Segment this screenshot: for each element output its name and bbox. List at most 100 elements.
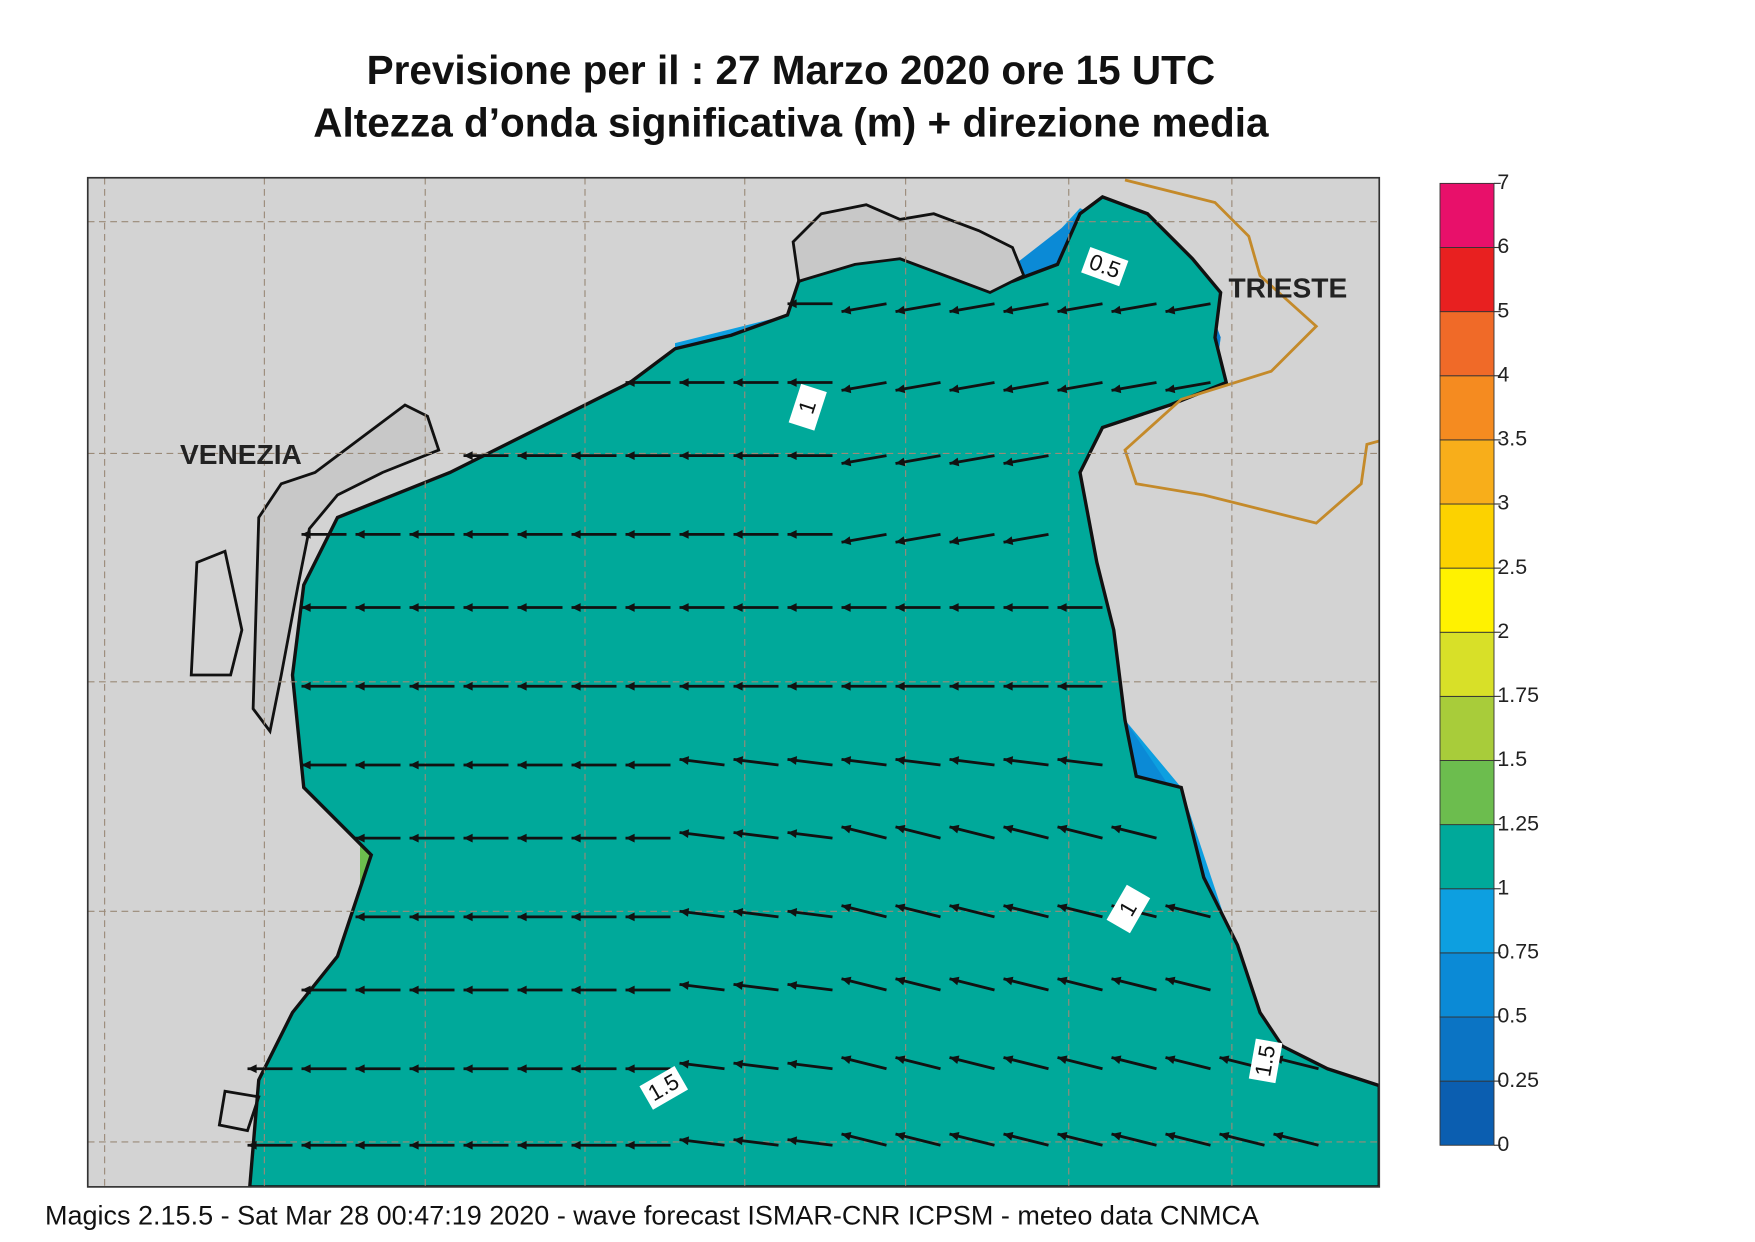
map-frame: [86, 176, 1381, 1188]
arrow-head: [1165, 1055, 1176, 1064]
arrow-head: [355, 603, 365, 612]
arrow: [409, 1140, 455, 1150]
arrow-head: [787, 299, 797, 309]
arrow-head: [355, 833, 365, 843]
arrow: [679, 529, 725, 539]
arrow-head: [895, 1055, 906, 1064]
arrow: [733, 829, 779, 840]
arrow-head: [787, 603, 797, 612]
arrow: [571, 912, 617, 922]
arrow-head: [949, 756, 960, 765]
arrow: [571, 1140, 617, 1150]
arrow: [1165, 302, 1211, 315]
arrow-head: [1165, 976, 1176, 986]
arrow: [301, 1140, 347, 1150]
arrow-head: [679, 908, 690, 917]
arrow: [1003, 681, 1049, 691]
arrow-head: [1165, 1131, 1176, 1141]
arrow: [895, 302, 941, 315]
arrow-head: [355, 1064, 365, 1074]
arrow-head: [1003, 384, 1014, 394]
subtitle: Altezza d’onda significativa (m) + direz…: [313, 100, 1269, 146]
arrow-head: [571, 603, 581, 612]
arrow-head: [1057, 903, 1068, 913]
arrow-head: [571, 451, 581, 461]
arrow: [1111, 302, 1157, 315]
colorbar-band: [1439, 824, 1495, 890]
arrow: [1003, 976, 1049, 992]
arrow: [841, 903, 887, 919]
arrow-head: [733, 681, 743, 691]
arrow: [355, 760, 401, 770]
arrow: [679, 829, 725, 840]
arrow: [1003, 1055, 1049, 1071]
colorbar-label: 3.5: [1497, 427, 1527, 451]
arrow: [463, 760, 509, 770]
arrow-head: [301, 1064, 311, 1074]
arrow-head: [895, 536, 906, 546]
arrow: [787, 1059, 833, 1071]
arrow-head: [301, 529, 311, 539]
arrow: [1111, 976, 1157, 992]
arrow: [1165, 381, 1211, 394]
arrow: [355, 529, 401, 539]
arrow: [625, 529, 671, 539]
arrow-head: [895, 976, 906, 986]
arrow-head: [949, 536, 960, 546]
arrow-head: [625, 378, 635, 387]
arrow-head: [841, 305, 852, 315]
arrow-head: [949, 903, 960, 913]
arrow-head: [733, 378, 743, 387]
arrow-head: [949, 1055, 960, 1064]
arrow-head: [949, 457, 960, 467]
contour-label: 1: [1106, 884, 1151, 934]
arrow-head: [841, 1131, 852, 1141]
arrow: [949, 603, 995, 612]
arrow: [733, 908, 779, 919]
arrow: [949, 454, 995, 467]
arrow: [1219, 1131, 1265, 1147]
arrow-head: [1057, 603, 1067, 612]
arrow: [625, 451, 671, 461]
arrow: [463, 1064, 509, 1074]
arrow-head: [787, 451, 797, 461]
arrow-head: [625, 681, 635, 691]
arrow-head: [1003, 976, 1014, 986]
arrow: [679, 908, 725, 919]
arrow-head: [625, 985, 635, 995]
arrow: [517, 985, 563, 995]
arrow: [625, 378, 671, 387]
arrow: [463, 1140, 509, 1150]
arrow: [895, 903, 941, 919]
lagoon-island: [791, 203, 1026, 295]
arrow: [787, 529, 833, 539]
contour-label: 1.5: [1248, 1038, 1283, 1084]
arrow-head: [247, 1064, 257, 1074]
colorbar-label: 2: [1497, 619, 1509, 643]
arrow-head: [517, 1140, 527, 1150]
arrow-head: [895, 903, 906, 913]
arrow-head: [733, 756, 744, 765]
arrow-head: [571, 985, 581, 995]
arrow-head: [733, 451, 743, 461]
arrow: [787, 756, 833, 767]
arrow-head: [1057, 681, 1067, 691]
arrow-head: [895, 457, 906, 467]
arrow-head: [841, 681, 851, 691]
arrow-head: [463, 912, 473, 922]
arrow-head: [1273, 1131, 1284, 1141]
arrow-head: [625, 451, 635, 461]
arrow: [517, 1140, 563, 1150]
arrow: [841, 1131, 887, 1147]
contour-value: 1.5: [1250, 1043, 1280, 1078]
arrow-head: [787, 756, 798, 765]
colorbar-band: [1439, 503, 1495, 569]
arrow: [787, 681, 833, 691]
colorbar-band: [1439, 952, 1495, 1018]
arrow-head: [1003, 603, 1013, 612]
arrow-head: [1219, 1131, 1230, 1141]
arrow-head: [463, 1140, 473, 1150]
arrow-head: [679, 756, 690, 765]
arrow: [1003, 603, 1049, 612]
arrow: [355, 1140, 401, 1150]
